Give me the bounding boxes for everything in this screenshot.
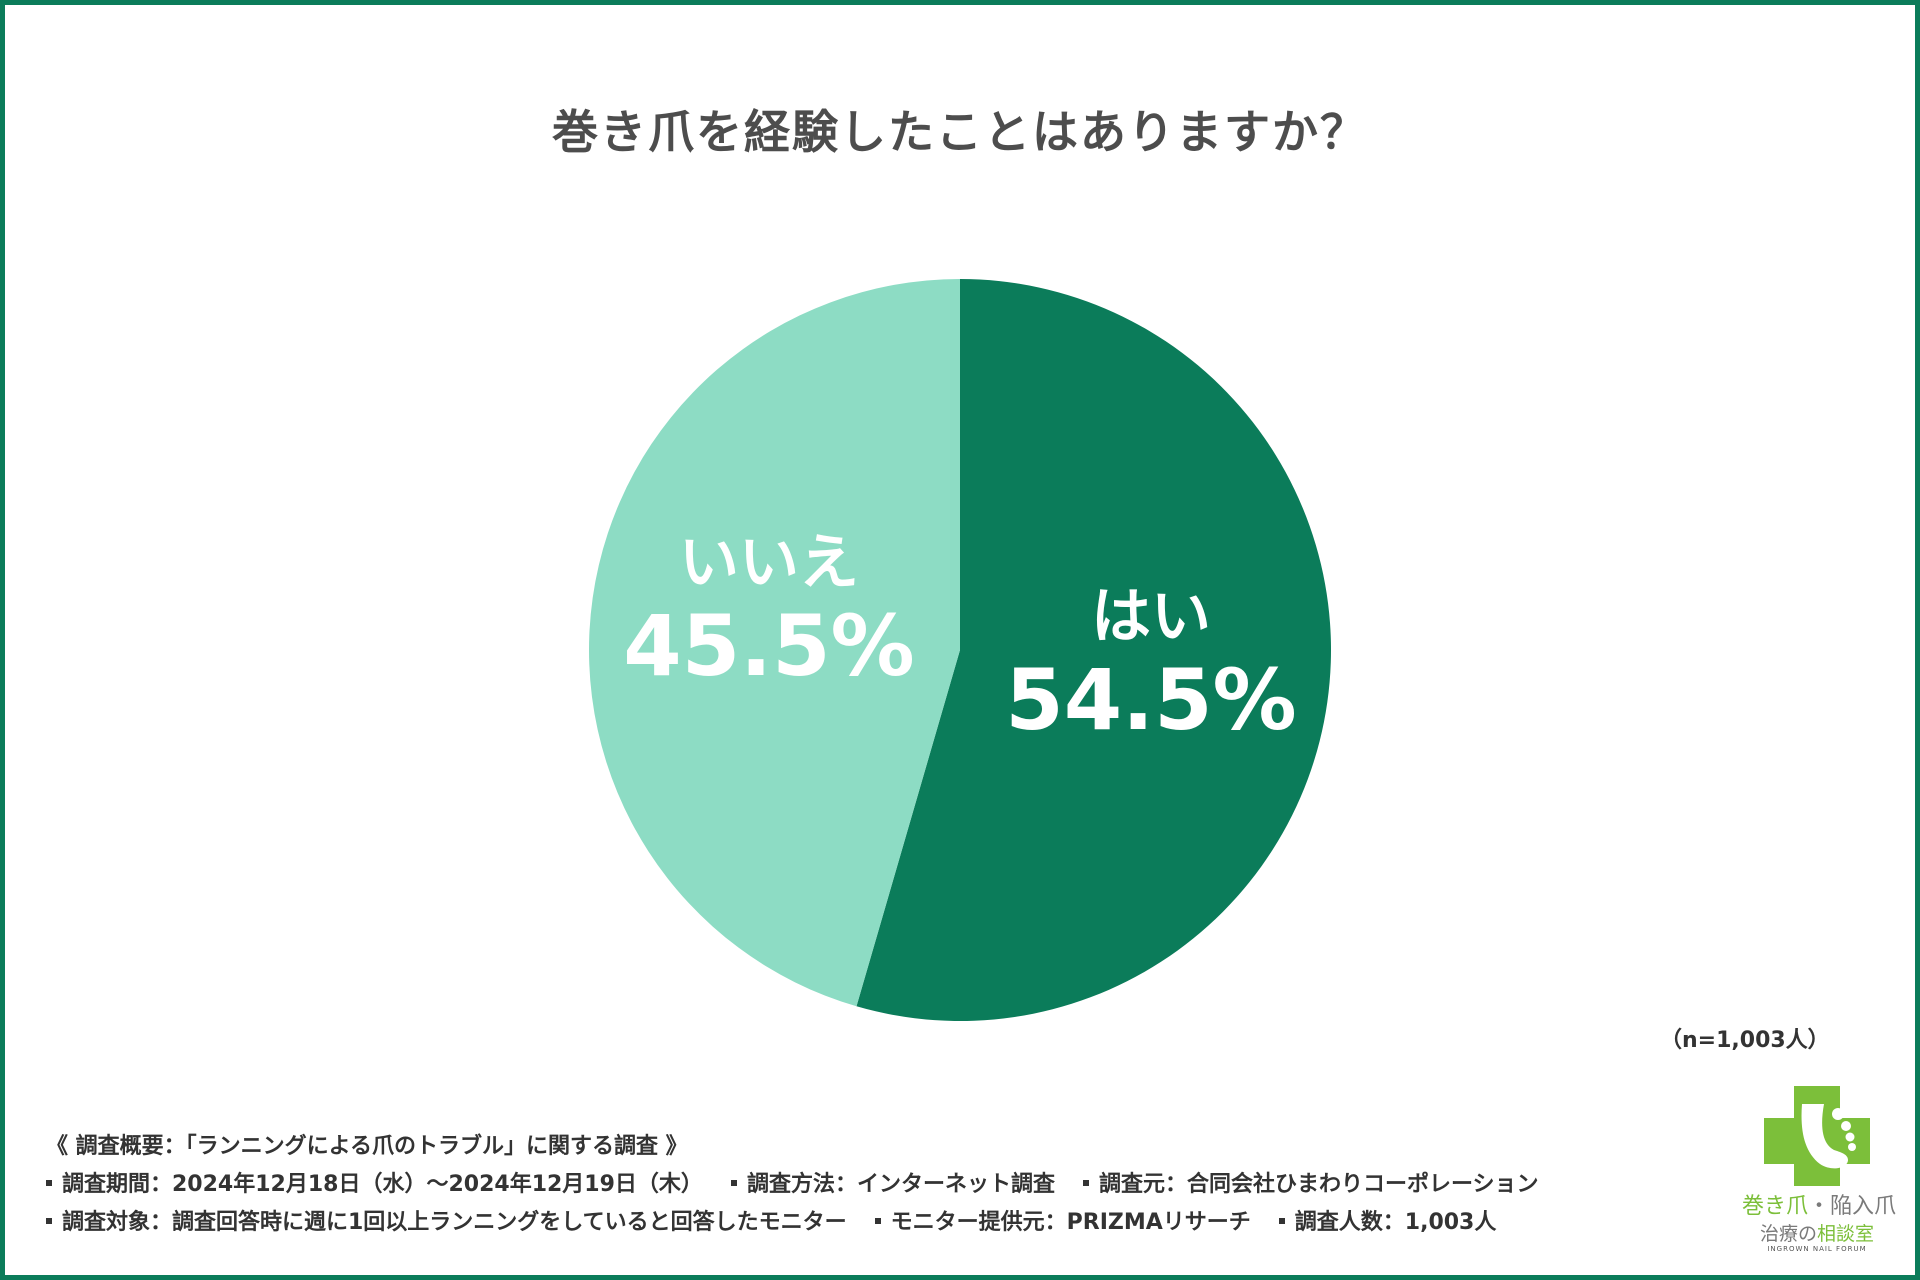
pie-slices — [588, 279, 1331, 1021]
survey-summary: 《 調査概要：「ランニングによる爪のトラブル」に関する調査 》 調査期間：202… — [46, 1128, 1539, 1242]
survey-heading: 《 調査概要：「ランニングによる爪のトラブル」に関する調査 》 — [46, 1134, 688, 1159]
sample-size-note: （n=1,003人） — [1660, 1028, 1830, 1053]
bullet-icon — [1278, 1218, 1285, 1224]
chart-title: 巻き爪を経験したことはありますか？ — [552, 105, 1368, 159]
logo-english: INGROWN NAIL FORUM — [1767, 1245, 1867, 1253]
pie-slice-0 — [856, 279, 1331, 1021]
bullet-icon — [46, 1218, 52, 1224]
survey-provider: モニター提供元：PRIZMAリサーチ — [890, 1210, 1251, 1235]
survey-source: 調査元：合同会社ひまわりコーポレーション — [1098, 1172, 1539, 1197]
survey-target: 調査対象：調査回答時に週に1回以上ランニングをしていると回答したモニター — [62, 1210, 847, 1235]
bullet-icon — [1082, 1180, 1089, 1186]
pie-slice-1 — [588, 279, 960, 1007]
slice-value-label: 54.5% — [1005, 651, 1296, 749]
bullet-icon — [730, 1180, 737, 1186]
survey-row-1: 調査期間：2024年12月18日（水）～2024年12月19日（木） 調査方法：イ… — [46, 1166, 1539, 1204]
foot-cross-icon — [1764, 1086, 1870, 1186]
survey-row-2: 調査対象：調査回答時に週に1回以上ランニングをしていると回答したモニター モニター… — [46, 1204, 1539, 1242]
survey-count: 調査人数：1,003人 — [1294, 1210, 1497, 1235]
logo-subtitle: 治療の相談室 — [1759, 1223, 1875, 1245]
slice-value-label: 45.5% — [623, 597, 914, 695]
survey-period: 調査期間：2024年12月18日（水）～2024年12月19日（木） — [62, 1172, 703, 1197]
logo-title: 巻き爪・陥入爪 — [1742, 1194, 1897, 1219]
bullet-icon — [874, 1218, 881, 1224]
bullet-icon — [46, 1180, 52, 1186]
survey-method: 調査方法：インターネット調査 — [746, 1172, 1055, 1197]
slice-category-label: はい — [1091, 582, 1211, 652]
slice-category-label: いいえ — [679, 528, 859, 598]
brand-logo: 巻き爪・陥入爪 治療の相談室 INGROWN NAIL FORUM — [1742, 1080, 1897, 1260]
